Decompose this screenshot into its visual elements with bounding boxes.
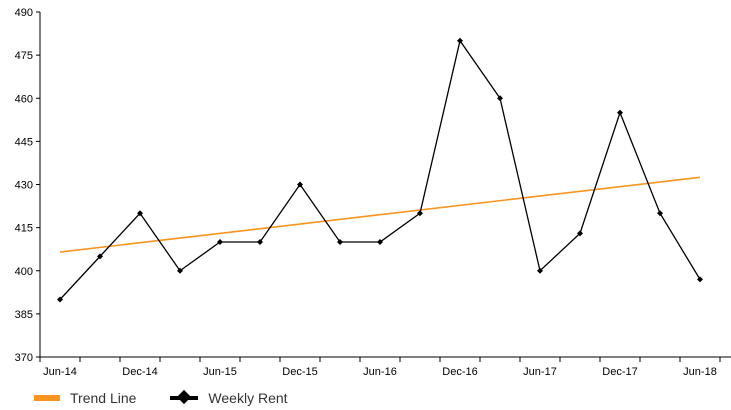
weekly-rent-point-jun-18 bbox=[697, 276, 703, 283]
weekly-rent-point-mar-16 bbox=[337, 239, 343, 245]
weekly-rent-line bbox=[59, 39, 701, 300]
y-tick-label-445: 445 bbox=[15, 136, 33, 148]
weekly-rent-point-sep-15 bbox=[257, 239, 263, 245]
legend-label-weekly-rent: Weekly Rent bbox=[208, 390, 288, 406]
y-tick-label-430: 430 bbox=[15, 180, 33, 192]
weekly-rent-line-chart: 370 385 400 415 430 445 460 475 490 Jun-14 Dec-14 J… bbox=[15, 7, 731, 378]
x-tick-label-dec-15: Dec-15 bbox=[282, 366, 317, 378]
weekly-rent-point-sep-16 bbox=[417, 210, 423, 217]
y-tick-label-400: 400 bbox=[15, 266, 33, 278]
legend-label-trend-line: Trend Line bbox=[70, 390, 137, 406]
x-tick-label-jun-18: Jun-18 bbox=[683, 366, 717, 378]
x-tick-label-jun-17: Jun-17 bbox=[523, 366, 557, 378]
weekly-rent-point-sep-17 bbox=[577, 230, 583, 237]
x-tick-label-dec-14: Dec-14 bbox=[122, 366, 157, 378]
weekly-rent-point-mar-15 bbox=[177, 267, 183, 274]
y-tick-label-490: 490 bbox=[15, 7, 33, 19]
weekly-rent-point-sep-14 bbox=[97, 253, 103, 260]
chart-legend: Trend Line Weekly Rent bbox=[34, 389, 288, 406]
weekly-rent-point-dec-14 bbox=[137, 210, 143, 217]
y-tick-label-385: 385 bbox=[15, 309, 33, 321]
x-tick-label-jun-14: Jun-14 bbox=[43, 366, 77, 378]
weekly-rent-point-dec-15 bbox=[297, 181, 303, 188]
legend-item-trend-line: Trend Line bbox=[34, 390, 136, 406]
y-tick-label-370: 370 bbox=[15, 352, 33, 364]
weekly-rent-point-mar-18 bbox=[657, 210, 663, 217]
y-tick-label-475: 475 bbox=[15, 50, 33, 62]
weekly-rent-point-jun-14 bbox=[57, 296, 63, 303]
trend-line-swatch bbox=[34, 395, 60, 401]
x-tick-label-jun-15: Jun-15 bbox=[203, 366, 237, 378]
x-tick-label-dec-17: Dec-17 bbox=[602, 366, 637, 378]
weekly-rent-point-dec-17 bbox=[617, 109, 623, 116]
weekly-rent-point-dec-16 bbox=[457, 37, 463, 44]
weekly-rent-point-jun-15 bbox=[217, 239, 223, 245]
legend-item-weekly-rent: Weekly Rent bbox=[170, 389, 288, 406]
x-tick-label-dec-16: Dec-16 bbox=[442, 366, 477, 378]
y-tick-label-460: 460 bbox=[15, 93, 33, 105]
weekly-rent-point-jun-17 bbox=[537, 267, 543, 274]
weekly-rent-point-mar-17 bbox=[497, 95, 503, 102]
weekly-rent-point-jun-16 bbox=[377, 239, 383, 245]
trend-line bbox=[59, 176, 701, 253]
y-tick-label-415: 415 bbox=[15, 223, 33, 235]
weekly-rent-swatch bbox=[170, 389, 199, 405]
x-tick-label-jun-16: Jun-16 bbox=[363, 366, 397, 378]
